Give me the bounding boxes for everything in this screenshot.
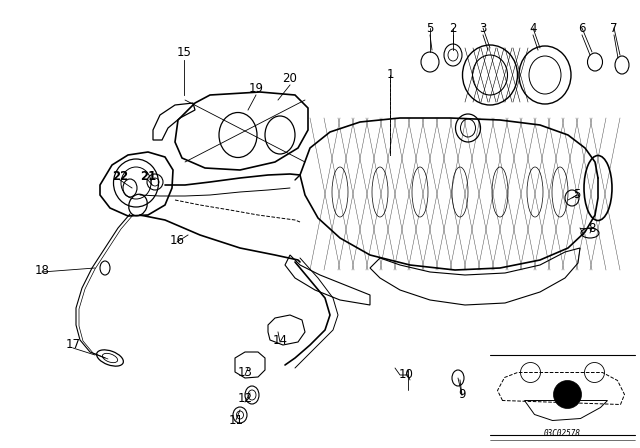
Text: 5: 5 [573, 189, 580, 202]
Text: 21: 21 [140, 171, 156, 184]
Text: 17: 17 [65, 339, 81, 352]
Text: 7: 7 [611, 22, 618, 34]
Text: 2: 2 [449, 22, 457, 34]
Circle shape [554, 380, 582, 409]
Text: 20: 20 [283, 72, 298, 85]
Text: 1: 1 [387, 69, 394, 82]
Text: 16: 16 [170, 233, 184, 246]
Text: 14: 14 [273, 333, 287, 346]
Text: 8: 8 [588, 221, 596, 234]
Text: 9: 9 [458, 388, 466, 401]
Text: 18: 18 [35, 263, 49, 276]
Text: 03C02578: 03C02578 [544, 429, 581, 438]
Text: 6: 6 [579, 22, 586, 34]
Text: 5: 5 [426, 22, 434, 34]
Text: 22: 22 [112, 171, 128, 184]
Text: 10: 10 [399, 369, 413, 382]
Text: 11: 11 [228, 414, 243, 426]
Text: 4: 4 [529, 22, 537, 34]
Text: 13: 13 [237, 366, 252, 379]
Text: 15: 15 [177, 46, 191, 59]
Text: 19: 19 [248, 82, 264, 95]
Text: 12: 12 [237, 392, 253, 405]
Text: 3: 3 [479, 22, 486, 34]
